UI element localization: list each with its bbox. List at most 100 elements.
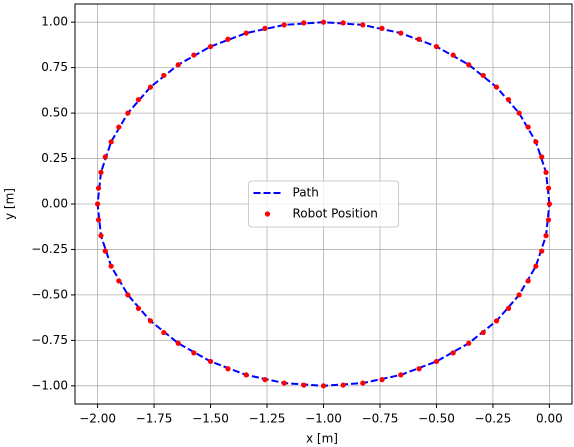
robot-point	[516, 292, 522, 298]
robot-point	[450, 52, 456, 58]
robot-point	[340, 382, 346, 388]
robot-point	[262, 377, 268, 383]
robot-point	[281, 380, 287, 386]
robot-point	[320, 383, 327, 389]
x-tick-label: −1.25	[249, 412, 286, 426]
robot-point	[546, 201, 553, 207]
robot-point	[505, 305, 512, 311]
robot-point	[161, 329, 167, 336]
robot-point	[147, 84, 154, 90]
plot-frame	[74, 3, 573, 405]
x-tick-label: −2.00	[79, 412, 116, 426]
robot-point	[379, 25, 385, 31]
robot-point	[116, 278, 122, 284]
robot-point	[398, 372, 404, 378]
robot-point	[533, 139, 539, 145]
robot-point	[543, 233, 549, 239]
robot-point	[505, 97, 512, 103]
robot-point	[135, 305, 142, 311]
y-tick-label: 0.25	[41, 151, 68, 165]
x-tick-label: 0.00	[536, 412, 563, 426]
robot-point	[545, 217, 552, 223]
robot-point	[480, 329, 486, 336]
robot-point	[416, 366, 422, 372]
x-tick-label: −1.50	[192, 412, 229, 426]
legend-box	[248, 180, 399, 228]
robot-point	[480, 72, 486, 79]
x-tick-label: −1.75	[136, 412, 173, 426]
robot-point	[525, 278, 531, 284]
robot-point	[191, 350, 197, 356]
robot-point	[95, 185, 102, 191]
robot-point	[539, 248, 545, 254]
x-axis-label: x [m]	[306, 432, 338, 446]
robot-point	[135, 97, 142, 103]
robot-point	[191, 52, 197, 58]
robot-point	[225, 366, 231, 372]
robot-point	[340, 20, 346, 26]
legend: Path Robot Position	[248, 180, 399, 228]
robot-point	[207, 358, 214, 365]
x-tick-label: −0.25	[475, 412, 512, 426]
robot-point	[175, 62, 181, 68]
robot-point	[301, 382, 307, 388]
robot-point	[147, 318, 154, 324]
y-tick-label: 0.00	[41, 197, 68, 211]
robot-point	[301, 20, 307, 26]
legend-label: Robot Position	[293, 207, 378, 221]
robot-point	[525, 124, 531, 130]
robot-point	[360, 380, 366, 386]
robot-point	[95, 217, 102, 223]
y-tick-label: −1.00	[31, 378, 68, 392]
robot-point	[102, 154, 108, 160]
robot-point	[243, 30, 249, 36]
robot-point	[379, 377, 385, 383]
robot-point	[262, 25, 268, 31]
robot-point	[450, 350, 456, 356]
y-tick-label: −0.75	[31, 333, 68, 347]
robot-point	[398, 30, 404, 36]
y-axis-label: y [m]	[3, 188, 17, 220]
robot-point	[125, 292, 131, 298]
robot-point	[207, 43, 214, 50]
robot-point	[98, 233, 104, 239]
robot-point	[466, 62, 472, 68]
x-tick-label: −0.75	[362, 412, 399, 426]
robot-point	[545, 185, 552, 191]
robot-point	[116, 124, 122, 130]
y-tick-label: 0.50	[41, 106, 68, 120]
robot-point	[433, 43, 440, 50]
y-tick-label: 1.00	[41, 15, 68, 29]
robot-point	[243, 372, 249, 378]
robot-point	[539, 154, 545, 160]
legend-swatch	[264, 211, 271, 217]
robot-point	[466, 340, 472, 346]
y-tick-label: −0.50	[31, 287, 68, 301]
robot-point	[320, 19, 327, 25]
robot-point	[175, 340, 181, 346]
robot-point	[225, 36, 231, 42]
robot-point	[108, 263, 114, 269]
robot-point	[493, 318, 500, 324]
x-tick-label: −1.00	[305, 412, 342, 426]
robot-point	[493, 84, 500, 90]
robot-point	[94, 201, 101, 207]
legend-label: Path	[293, 186, 319, 200]
y-tick-label: 0.75	[41, 60, 68, 74]
robot-point	[516, 110, 522, 116]
robot-point	[98, 169, 104, 175]
x-tick-label: −0.50	[418, 412, 455, 426]
robot-point	[108, 139, 114, 145]
robot-point	[281, 22, 287, 28]
robot-point	[102, 248, 108, 254]
y-tick-label: −0.25	[31, 242, 68, 256]
robot-point	[161, 72, 167, 79]
robot-point	[125, 110, 131, 116]
robot-point	[533, 263, 539, 269]
robot-point	[360, 22, 366, 28]
robot-point	[416, 36, 422, 42]
robot-point	[543, 169, 549, 175]
robot-point	[433, 358, 440, 365]
